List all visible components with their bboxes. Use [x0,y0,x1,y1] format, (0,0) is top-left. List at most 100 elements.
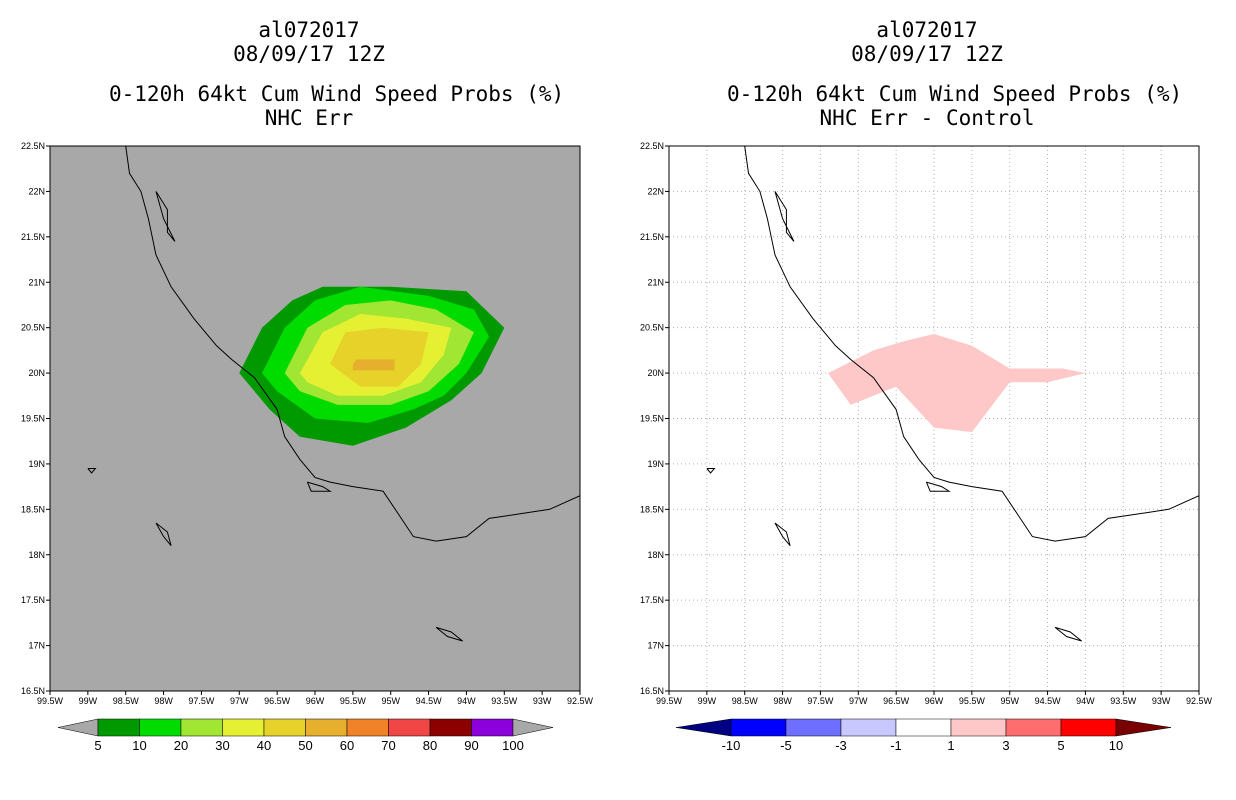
left-colorbar: 5 10 20 30 40 50 60 70 80 90 100 [57,718,554,753]
right-lat-label: 20N [647,368,664,378]
left-colorbar-box [180,718,223,737]
left-lon-label: 96.5W [264,696,291,706]
left-lat-label: 22.5N [21,141,45,151]
right-lon-label: 96.5W [883,696,910,706]
left-coastline [125,146,580,542]
right-coast-feature [706,468,716,474]
right-colorbar-label: 1 [947,738,954,753]
left-colorbar-box [222,718,265,737]
left-colorbar-box [471,718,514,737]
right-title: al072017 08/09/17 12Z 0-120h 64kt Cum Wi… [727,18,1182,130]
left-title-line-1: al072017 [258,18,360,42]
right-colorbar-box [1060,718,1117,737]
right-lat-label: 17N [647,641,664,651]
left-title-line-3: 0-120h 64kt Cum Wind Speed Probs (%) [109,82,565,106]
right-colorbar: -10 -5 -3 -1 1 3 5 10 [675,718,1172,753]
left-lat-label: 20N [28,368,45,378]
right-coastline [744,146,1199,542]
left-lat-label: 18N [28,550,45,560]
right-lat-label: 18.5N [640,504,664,514]
right-lon-label: 98W [773,696,792,706]
left-lon-label: 92.5W [567,696,594,706]
right-colorbar-box [950,718,1007,737]
right-colorbar-label: 10 [1109,738,1123,753]
right-colorbar-box [840,718,897,737]
left-map-panel: 22.5N 22N 21.5N 21N 20.5N 20N 19.5N 19N 18.5N 18N… [21,141,594,753]
right-lat-label: 21.5N [640,232,664,242]
left-colorbar-high-triangle [512,718,554,737]
left-colorbar-box [429,718,472,737]
left-contour-50 [352,359,395,371]
left-lon-label: 97.5W [188,696,215,706]
right-lon-label: 92.5W [1186,696,1213,706]
right-colorbar-high-triangle [1115,718,1172,737]
left-lon-label: 98.5W [113,696,140,706]
left-colorbar-label: 5 [94,738,101,753]
left-lon-label: 96W [306,696,325,706]
right-lon-label: 97W [849,696,868,706]
left-coast-feature [435,626,463,642]
left-colorbar-box [263,718,306,737]
right-lat-label: 17.5N [640,595,664,605]
right-colorbar-box [895,718,952,737]
right-lat-label: 19N [647,459,664,469]
right-colorbar-label: -5 [780,738,792,753]
right-lat-label: 19.5N [640,414,664,424]
left-lon-label: 95.5W [340,696,367,706]
left-colorbar-label: 20 [174,738,188,753]
right-lon-label: 96W [925,696,944,706]
right-lat-label: 20.5N [640,323,664,333]
left-colorbar-label: 60 [340,738,354,753]
left-colorbar-box [97,718,140,737]
left-lon-label: 99W [79,696,98,706]
right-lon-label: 98.5W [732,696,759,706]
right-map-content [669,146,1199,691]
left-title-line-4: NHC Err [264,106,354,130]
right-title-line-2: 08/09/17 12Z [851,42,1003,66]
left-lon-label: 93.5W [491,696,518,706]
left-coast-feature [306,481,332,492]
left-colorbar-box [388,718,431,737]
right-colorbar-box [730,718,787,737]
left-lon-label: 99.5W [37,696,64,706]
left-contour-40 [330,327,429,387]
left-colorbar-label: 50 [298,738,312,753]
left-lat-label: 19N [28,459,45,469]
right-lat-label: 16.5N [640,686,664,696]
left-colorbar-label: 100 [502,738,524,753]
left-colorbar-label: 40 [257,738,271,753]
right-coast-feature [774,191,795,242]
left-colorbar-low-triangle [57,718,99,737]
left-colorbar-label: 80 [423,738,437,753]
left-lon-label: 95W [381,696,400,706]
left-lon-label: 98W [154,696,173,706]
left-lon-label: 97W [230,696,249,706]
right-colorbar-label: -1 [890,738,902,753]
right-lon-label: 94.5W [1035,696,1062,706]
left-colorbar-box [305,718,348,737]
right-colorbar-box [785,718,842,737]
right-lon-label: 93.5W [1110,696,1137,706]
right-colorbar-label: 5 [1057,738,1064,753]
right-lat-label: 22N [647,186,664,196]
left-lon-label: 94W [457,696,476,706]
left-lat-label: 20.5N [21,323,45,333]
left-lon-label: 94.5W [416,696,443,706]
left-colorbar-label: 70 [381,738,395,753]
right-colorbar-low-triangle [675,718,732,737]
left-lat-label: 19.5N [21,414,45,424]
left-colorbar-box [346,718,389,737]
left-lat-label: 16.5N [21,686,45,696]
left-coast-feature [155,522,172,547]
right-lon-label: 95W [1000,696,1019,706]
right-title-line-4: NHC Err - Control [819,106,1035,130]
right-lon-label: 95.5W [959,696,986,706]
right-lon-label: 99.5W [656,696,683,706]
left-colorbar-label: 30 [215,738,229,753]
right-map-panel: 22.5N 22N 21.5N 21N 20.5N 20N 19.5N 19N 18.5N 18N… [640,141,1213,753]
right-coast-feature [925,481,951,492]
left-lat-label: 21N [28,277,45,287]
right-coast-feature [1054,626,1082,642]
left-title: al072017 08/09/17 12Z 0-120h 64kt Cum Wi… [109,18,565,130]
